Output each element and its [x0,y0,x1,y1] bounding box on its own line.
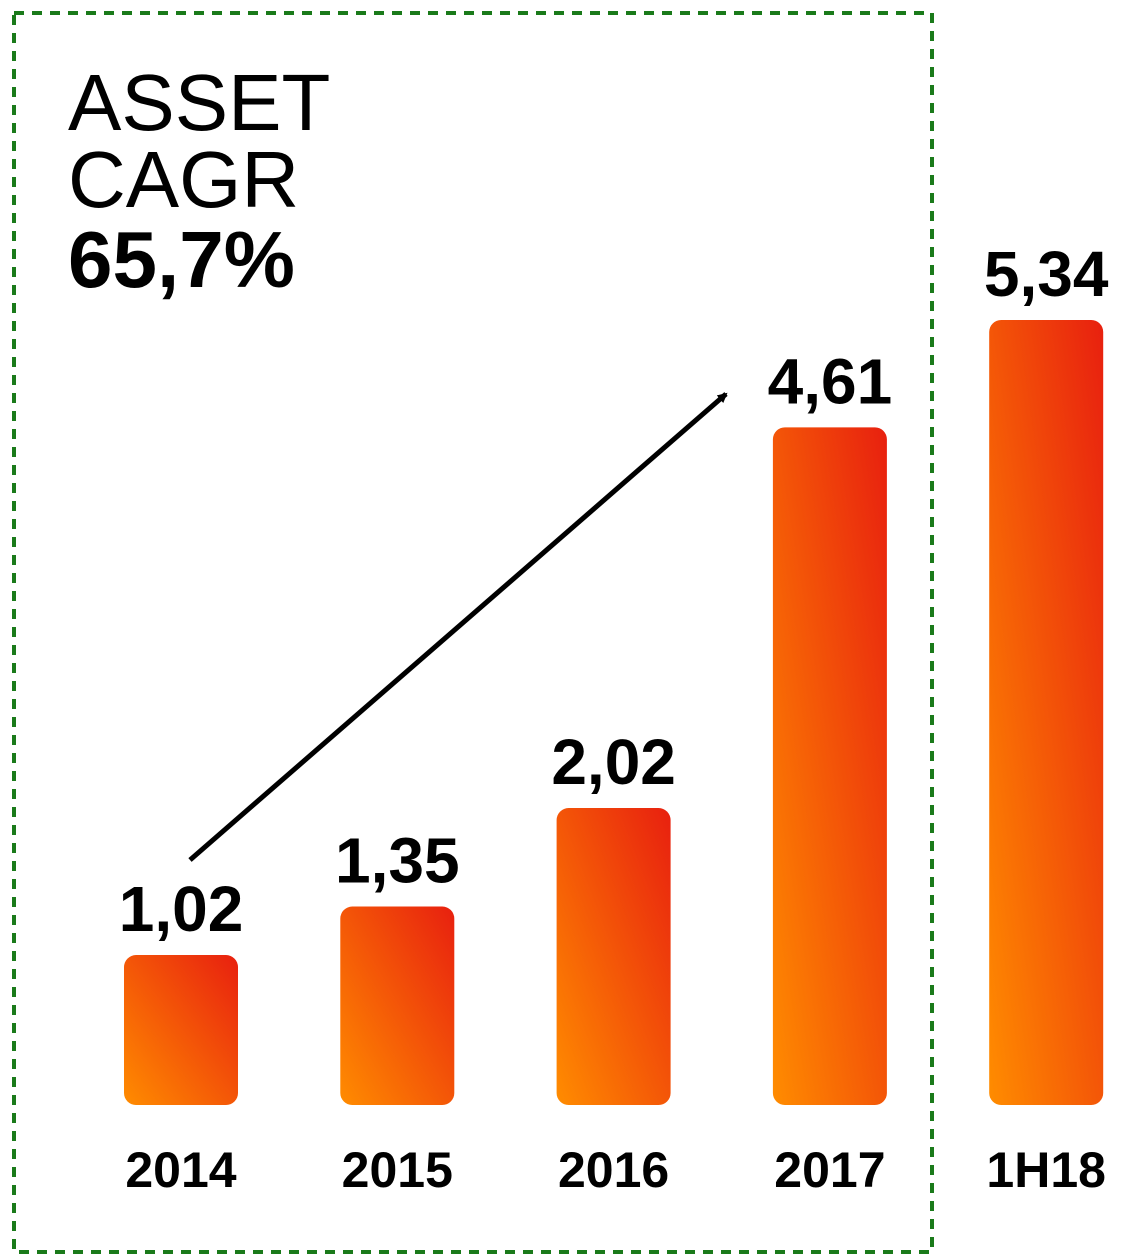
x-tick-label: 2016 [558,1142,669,1198]
bar [989,320,1104,1105]
annotation: ASSET [68,58,330,147]
period-box [12,11,934,1254]
x-tick-label: 2015 [342,1142,453,1198]
growth-arrow [188,392,728,862]
value-label: 1,35 [335,825,460,897]
value-label: 4,61 [768,345,893,417]
bar [556,808,671,1105]
bar [340,906,455,1105]
x-tick-label: 2014 [125,1142,236,1198]
value-label: 5,34 [984,238,1109,310]
bar [124,955,238,1105]
x-tick-label: 1H18 [986,1142,1106,1198]
value-label: 2,02 [551,726,676,798]
x-tick-label: 2017 [774,1142,885,1198]
value-label: 1,02 [119,873,244,945]
annotation: CAGR [68,135,299,224]
annotation: 65,7% [68,215,295,304]
bar [772,427,887,1105]
